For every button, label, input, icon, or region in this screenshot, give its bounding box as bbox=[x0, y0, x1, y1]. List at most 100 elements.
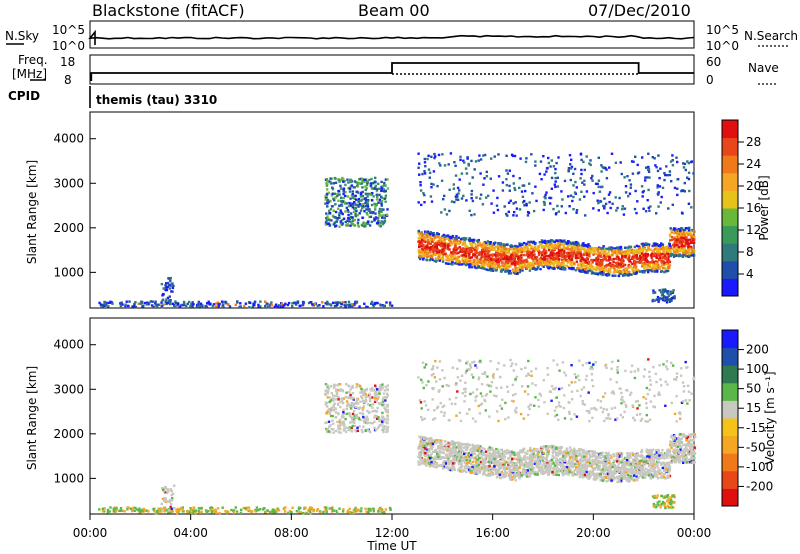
power-cell-1-1100 bbox=[432, 237, 435, 241]
power-cell-1-785 bbox=[442, 233, 445, 237]
power-cell-1-2214 bbox=[605, 259, 608, 262]
power-cell-1-1709 bbox=[510, 244, 513, 247]
power-cell-2-174 bbox=[645, 166, 648, 169]
power-cell-1-1063 bbox=[588, 255, 591, 258]
velocity-cell-0-384 bbox=[382, 396, 385, 399]
power-cell-0-100 bbox=[329, 200, 332, 203]
power-cell-2-365 bbox=[443, 164, 447, 167]
velocity-cell-0-302 bbox=[381, 415, 384, 418]
power-cell-1-410 bbox=[662, 263, 666, 267]
power-cell-3-165 bbox=[137, 302, 140, 305]
power-cell-1-233 bbox=[624, 249, 627, 253]
velocity-cell-0-372 bbox=[377, 389, 380, 392]
power-cell-0-144 bbox=[338, 216, 341, 220]
power-cell-2-371 bbox=[518, 186, 521, 190]
power-cell-1-2238 bbox=[675, 230, 678, 233]
power-cell-1-2347 bbox=[687, 249, 691, 252]
power-cell-1-2122 bbox=[641, 243, 645, 246]
power-cell-2-220 bbox=[453, 161, 456, 164]
power-cell-0-292 bbox=[353, 224, 356, 227]
power-cell-0-304 bbox=[351, 196, 355, 200]
power-cell-1-113 bbox=[523, 259, 526, 262]
power-cell-1-2536 bbox=[437, 241, 440, 245]
power-cell-0-4 bbox=[378, 214, 381, 217]
power-cell-2-290 bbox=[419, 189, 423, 192]
power-cell-2-416 bbox=[418, 162, 421, 165]
velocity-cell-0-175 bbox=[372, 389, 375, 392]
velocity-cell-1-588 bbox=[618, 459, 621, 462]
power-cell-0-171 bbox=[368, 178, 371, 182]
power-cell-3-45 bbox=[103, 300, 106, 304]
velocity-cell-0-61 bbox=[379, 424, 382, 427]
power-cell-2-77 bbox=[658, 185, 662, 188]
cpid-label: CPID bbox=[8, 89, 40, 103]
power-cell-0-310 bbox=[351, 219, 354, 223]
power-cell-0-284 bbox=[326, 215, 329, 218]
power-cell-1-1737 bbox=[451, 259, 454, 262]
power-cell-1-2390 bbox=[637, 268, 640, 272]
velocity-cell-0-190 bbox=[352, 419, 355, 423]
power-cell-0-81 bbox=[352, 222, 355, 226]
power-cell-1-1245 bbox=[429, 246, 432, 249]
power-cell-1-1370 bbox=[430, 256, 434, 259]
power-cell-1-2475 bbox=[430, 240, 434, 243]
power-cell-1-1148 bbox=[563, 247, 566, 250]
power-cell-3-134 bbox=[318, 304, 321, 307]
power-cell-0-19 bbox=[332, 182, 335, 185]
power-cell-1-37 bbox=[614, 265, 617, 268]
velocity-cell-1-347 bbox=[506, 449, 509, 452]
power-cell-1-2531 bbox=[435, 246, 439, 250]
power-cell-1-2556 bbox=[517, 256, 520, 259]
power-cell-2-105 bbox=[683, 162, 687, 166]
power-cell-4-1 bbox=[169, 302, 172, 306]
power-cell-1-2167 bbox=[530, 245, 533, 248]
power-cell-0-273 bbox=[359, 195, 363, 198]
power-cell-1-2100 bbox=[560, 248, 563, 252]
power-cell-3-178 bbox=[228, 305, 232, 308]
power-cell-1-2326 bbox=[509, 260, 513, 263]
power-cell-1-1926 bbox=[477, 251, 480, 255]
colorbar-swatch-5 bbox=[722, 190, 738, 209]
power-cell-1-550 bbox=[578, 256, 581, 260]
power-cell-0-230 bbox=[360, 204, 363, 207]
power-cell-0-213 bbox=[357, 197, 361, 201]
power-cell-1-1746 bbox=[620, 265, 623, 268]
power-cell-2-273 bbox=[644, 210, 648, 213]
power-cell-1-2539 bbox=[646, 245, 650, 248]
power-cell-1-1269 bbox=[512, 269, 515, 272]
power-cell-0-399 bbox=[358, 181, 361, 185]
power-cell-2-314 bbox=[507, 210, 510, 213]
velocity-cell-1-632 bbox=[524, 460, 528, 463]
colorbar-swatch-8 bbox=[722, 137, 738, 156]
velocity-cell-0-181 bbox=[378, 419, 381, 423]
power-cell-1-1814 bbox=[552, 262, 555, 265]
power-cell-1-1632 bbox=[674, 235, 678, 239]
power-cell-0-249 bbox=[336, 218, 339, 221]
power-cell-3-200 bbox=[372, 305, 375, 309]
power-cell-1-2574 bbox=[467, 238, 471, 242]
velocity-cell-1-298 bbox=[554, 467, 558, 471]
velocity-cell-0-111 bbox=[327, 408, 331, 411]
power-cell-1-1423 bbox=[680, 244, 683, 248]
power-cell-1-2211 bbox=[583, 258, 586, 261]
velocity-cell-1-450 bbox=[595, 463, 599, 467]
power-cell-2-410 bbox=[460, 197, 464, 200]
power-cell-1-1819 bbox=[500, 247, 503, 250]
power-cell-2-98 bbox=[441, 153, 444, 156]
velocity-cell-0-113 bbox=[335, 392, 339, 396]
power-cell-0-255 bbox=[342, 217, 346, 220]
power-cell-0-262 bbox=[361, 216, 364, 219]
power-cell-3-316 bbox=[217, 305, 220, 308]
nsearch-tick-bottom: 10^0 bbox=[706, 39, 739, 53]
power-cell-1-2497 bbox=[638, 247, 641, 250]
power-cell-1-1908 bbox=[631, 266, 634, 270]
power-cell-1-1785 bbox=[462, 237, 465, 241]
power-cell-0-109 bbox=[333, 199, 336, 202]
power-cell-1-2022 bbox=[556, 255, 559, 258]
power-cell-1-569 bbox=[667, 269, 670, 272]
power-cell-2-134 bbox=[513, 210, 516, 214]
power-cell-1-1934 bbox=[535, 260, 539, 263]
power-cell-1-2190 bbox=[676, 238, 679, 242]
power-cell-0-136 bbox=[332, 209, 335, 212]
power-cell-1-2480 bbox=[497, 263, 500, 266]
